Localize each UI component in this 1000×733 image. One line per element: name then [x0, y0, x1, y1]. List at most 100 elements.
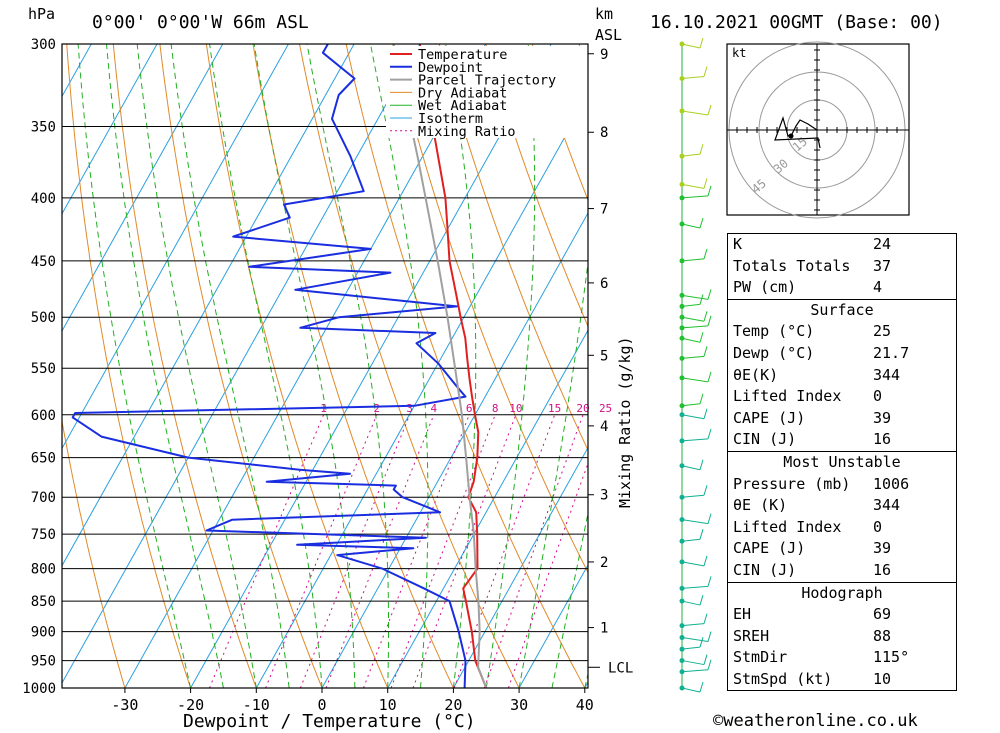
stat-value: 0 [873, 387, 883, 406]
pressure-tick-label: 600 [31, 408, 56, 424]
stat-label: Lifted Index [733, 517, 842, 536]
wind-barb [681, 637, 709, 643]
mixing-ratio-label: 2 [373, 402, 380, 415]
stat-value: 0 [873, 517, 883, 536]
wind-barb [681, 325, 709, 329]
wind-barb [681, 43, 701, 49]
wind-barb-flag [699, 332, 704, 343]
mixing-ratio-line [412, 414, 517, 688]
mixing-ratio-label: 8 [492, 402, 499, 415]
stat-label: Dewp (°C) [733, 343, 815, 362]
stat-value: 39 [873, 408, 892, 427]
wind-barb [681, 377, 709, 383]
stat-value: 24 [873, 235, 892, 253]
surface-row: Lifted Index 0 [728, 386, 956, 408]
wind-barb-flag [707, 631, 712, 642]
isotherm-line [321, 211, 588, 688]
x-tick-label: 20 [444, 696, 462, 714]
wind-barb-flag [703, 485, 708, 496]
wind-barb-flag [699, 217, 704, 229]
mixing-ratio-label: 6 [466, 402, 473, 415]
isotherm-line [387, 329, 588, 688]
wind-barb [681, 195, 709, 199]
index-row: Totals Totals 37 [728, 256, 956, 278]
datetime-label: 16.10.2021 00GMT (Base: 00) [650, 12, 943, 33]
legend-label: Dry Adiabat [418, 85, 507, 101]
wind-barb-flag [699, 144, 704, 155]
dry-adiabat-line [438, 44, 588, 452]
mixing-ratio-label: 3 [406, 402, 413, 415]
wind-barb-flag [699, 594, 704, 606]
temperature-profile [418, 44, 488, 688]
wind-barb [681, 183, 705, 189]
stat-value: 4 [873, 278, 883, 297]
wind-barb-flag [699, 681, 704, 693]
wind-barb-flag [703, 654, 708, 665]
wind-barb-flag [699, 294, 704, 305]
stat-label: θE (K) [733, 496, 788, 515]
wind-barb [681, 403, 701, 407]
x-tick-label: 10 [379, 696, 397, 714]
mixing-ratio-label: 4 [431, 402, 438, 415]
lcl-label: LCL [608, 660, 633, 676]
wind-barb [681, 258, 705, 262]
wind-profile [679, 37, 712, 693]
hodograph-storm-motion [788, 133, 794, 139]
wind-barb-flag [699, 393, 704, 404]
isotherm-line [124, 44, 486, 688]
isotherm-line [62, 44, 355, 567]
wind-barb-flag [707, 185, 712, 197]
stat-value: 344 [873, 365, 901, 384]
stat-label: StmDir [733, 648, 788, 667]
x-tick-label: -20 [177, 696, 204, 714]
wind-barb-flag [707, 371, 712, 383]
wind-barb-flag [703, 66, 708, 77]
stat-label: SREH [733, 626, 770, 645]
mixing-ratio-label: 10 [509, 402, 522, 415]
surface-row: θE(K) 344 [728, 365, 956, 387]
wind-barb [681, 316, 705, 322]
wind-barb [681, 687, 701, 693]
pressure-tick-label: 400 [31, 191, 56, 207]
hodograph-stats-row: SREH 88 [728, 626, 956, 648]
legend-label: Temperature [418, 47, 507, 63]
wet-adiabat-line [253, 44, 356, 688]
wind-barb [681, 669, 709, 673]
pressure-tick-label: 950 [31, 654, 56, 670]
dewpoint-profile [71, 44, 467, 688]
wind-barb-flag [699, 637, 704, 648]
wind-barb [681, 337, 701, 343]
surface-row: Temp (°C) 25 [728, 321, 956, 343]
most-unstable-row: CIN (J) 16 [728, 560, 956, 582]
wind-barb-flag [707, 289, 712, 300]
most-unstable-row: CAPE (J) 39 [728, 538, 956, 560]
stats-group: Surface Temp (°C) 25 Dewp (°C) 21.7 θE(K) 344 L… [728, 298, 956, 451]
height-unit-label: km [595, 5, 613, 23]
index-row: PW (cm) 4 [728, 277, 956, 299]
height-ref-label: ASL [595, 26, 622, 44]
stat-value: 344 [873, 496, 901, 515]
mixing-ratio-line [299, 414, 411, 688]
parcel-trajectory [392, 44, 488, 688]
pressure-tick-label: 900 [31, 625, 56, 641]
surface-row: CAPE (J) 39 [728, 408, 956, 430]
wind-barb [681, 538, 701, 542]
stat-label: CAPE (J) [733, 539, 806, 558]
wind-barb-flag [707, 315, 712, 326]
stat-label: Temp (°C) [733, 322, 815, 341]
wind-barb-flag [703, 408, 708, 419]
dry-adiabat-line [205, 44, 389, 688]
stat-label: CIN (J) [733, 430, 797, 449]
location-label: 0°00' 0°00'W 66m ASL [92, 12, 309, 33]
mixing-ratio-axis-label: Mixing Ratio (g/kg) [616, 336, 634, 508]
surface-row: Dewp (°C) 21.7 [728, 343, 956, 365]
stat-label: Totals Totals [733, 256, 851, 275]
pressure-tick-label: 850 [31, 594, 56, 610]
mixing-ratio-line [507, 461, 588, 688]
surface-row: CIN (J) 16 [728, 429, 956, 451]
wind-barb-flag [703, 555, 708, 567]
dry-adiabat-line [252, 44, 454, 688]
stat-label: PW (cm) [733, 278, 797, 297]
mixing-ratio-line [483, 414, 584, 688]
wind-barb-flag [703, 311, 708, 322]
